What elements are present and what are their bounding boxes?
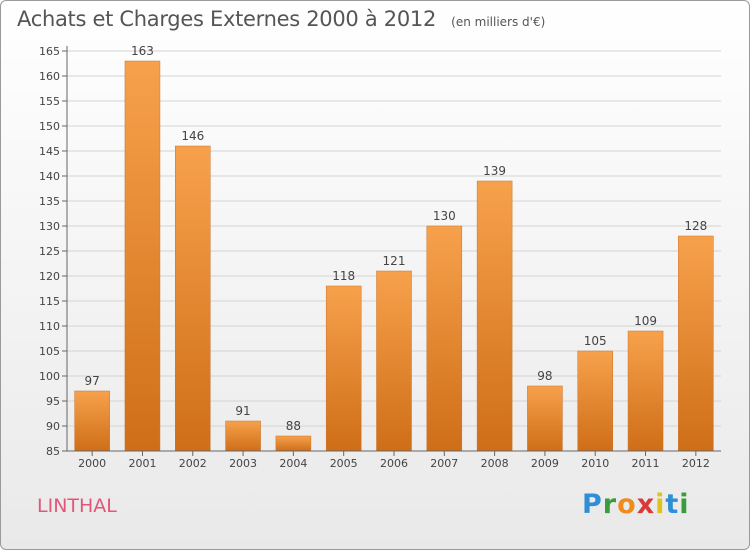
- y-tick-label: 165: [39, 45, 60, 58]
- chart-title-unit: (en milliers d'€): [451, 15, 546, 29]
- bar-2012: [678, 235, 714, 452]
- x-tick-label: 2008: [481, 457, 509, 470]
- bar-value-label: 163: [131, 44, 154, 58]
- y-tick-label: 90: [46, 420, 60, 433]
- logo-letter: P: [582, 489, 603, 520]
- y-tick-label: 100: [39, 370, 60, 383]
- x-tick-label: 2005: [330, 457, 358, 470]
- x-tick-label: 2009: [531, 457, 559, 470]
- chart-title-main: Achats et Charges Externes 2000 à 2012: [17, 7, 437, 31]
- y-tick-label: 125: [39, 245, 60, 258]
- bar-2006: [376, 270, 412, 452]
- bar-2007: [426, 225, 463, 452]
- logo-letter: t: [665, 489, 680, 520]
- logo-letter: r: [602, 489, 618, 520]
- x-tick-label: 2003: [229, 457, 257, 470]
- bar-2010: [577, 350, 613, 452]
- bar-2005: [325, 285, 362, 452]
- x-tick-label: 2000: [78, 457, 106, 470]
- y-tick-label: 95: [46, 395, 60, 408]
- bar-value-label: 105: [584, 334, 607, 348]
- bar-2011: [627, 330, 664, 452]
- bar-2002: [175, 145, 211, 452]
- bar-2009: [527, 385, 563, 452]
- bar-2000: [74, 390, 110, 452]
- y-tick-label: 130: [39, 220, 60, 233]
- y-tick-label: 110: [39, 320, 60, 333]
- y-tick-label: 140: [39, 170, 60, 183]
- bar-value-label: 121: [383, 254, 406, 268]
- bar-2008: [476, 180, 513, 452]
- chart-title: Achats et Charges Externes 2000 à 2012 (…: [17, 7, 545, 31]
- bar-value-label: 98: [537, 369, 552, 383]
- y-tick-label: 160: [39, 70, 60, 83]
- axes: [62, 46, 721, 456]
- y-tick-label: 105: [39, 345, 60, 358]
- proxiti-logo: Proxiti: [582, 489, 690, 520]
- x-tick-label: 2011: [632, 457, 660, 470]
- x-tick-label: 2006: [380, 457, 408, 470]
- logo-letter: x: [636, 489, 656, 520]
- bar-value-label: 91: [235, 404, 250, 418]
- y-tick-label: 115: [39, 295, 60, 308]
- x-tick-label: 2002: [179, 457, 207, 470]
- labels: 85 90 95 100 105 110 115 120 125 130 135 140 145 150 1…: [39, 44, 710, 470]
- x-tick-label: 2001: [128, 457, 156, 470]
- y-tick-label: 155: [39, 95, 60, 108]
- y-tick-label: 145: [39, 145, 60, 158]
- commune-name: LINTHAL: [37, 495, 117, 517]
- bar-value-label: 88: [286, 419, 301, 433]
- bar-2004: [275, 435, 312, 452]
- bar-value-label: 109: [634, 314, 657, 328]
- bar-value-label: 139: [483, 164, 506, 178]
- bars: [74, 60, 714, 452]
- x-tick-label: 2010: [581, 457, 609, 470]
- bar-2001: [124, 60, 161, 452]
- y-tick-label: 120: [39, 270, 60, 283]
- y-tick-label: 150: [39, 120, 60, 133]
- y-tick-label: 85: [46, 445, 60, 458]
- x-tick-label: 2004: [279, 457, 307, 470]
- logo-letter: i: [679, 489, 690, 520]
- x-tick-label: 2007: [430, 457, 458, 470]
- logo-letter: i: [655, 489, 666, 520]
- bar-value-label: 128: [684, 219, 707, 233]
- x-tick-label: 2012: [682, 457, 710, 470]
- bar-value-label: 97: [85, 374, 100, 388]
- bar-value-label: 130: [433, 209, 456, 223]
- logo-letter: o: [617, 489, 637, 520]
- y-tick-label: 135: [39, 195, 60, 208]
- bar-value-label: 118: [332, 269, 355, 283]
- bar-value-label: 146: [181, 129, 204, 143]
- bar-2003: [225, 420, 261, 452]
